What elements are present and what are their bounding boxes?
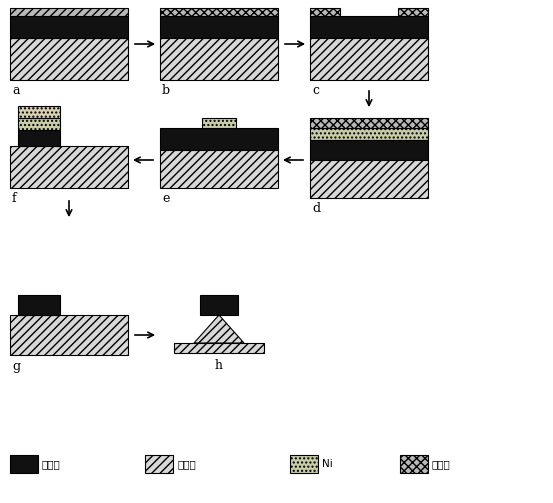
Bar — [400, 455, 428, 473]
Bar — [290, 455, 318, 473]
Text: d: d — [312, 202, 320, 215]
Bar — [18, 130, 60, 146]
Text: 氮化镓: 氮化镓 — [42, 459, 61, 469]
Polygon shape — [194, 315, 244, 343]
Bar — [310, 160, 428, 198]
Bar — [18, 106, 60, 118]
Bar — [10, 38, 128, 80]
Bar — [10, 146, 128, 188]
Bar — [398, 8, 428, 16]
Bar — [10, 8, 128, 16]
Text: 光刻胶: 光刻胶 — [432, 459, 451, 469]
Bar — [174, 343, 264, 353]
Text: Ni: Ni — [322, 459, 333, 469]
Bar — [10, 455, 38, 473]
Text: e: e — [162, 192, 169, 205]
Text: a: a — [12, 84, 19, 97]
Text: g: g — [12, 360, 20, 373]
Bar — [310, 118, 428, 128]
Bar — [310, 16, 428, 38]
Text: b: b — [162, 84, 170, 97]
Text: h: h — [215, 359, 223, 372]
Bar — [310, 8, 340, 16]
Bar — [202, 118, 236, 128]
Text: 硅衬底: 硅衬底 — [177, 459, 196, 469]
Bar — [10, 315, 128, 355]
Bar — [160, 128, 278, 150]
Bar — [160, 8, 278, 16]
Bar — [160, 38, 278, 80]
Text: f: f — [12, 192, 17, 205]
Bar — [310, 38, 428, 80]
Bar — [200, 295, 238, 315]
Bar — [18, 118, 60, 130]
Bar — [145, 455, 173, 473]
Bar — [18, 295, 60, 315]
Bar — [310, 140, 428, 160]
Text: c: c — [312, 84, 319, 97]
Bar — [160, 150, 278, 188]
Bar — [160, 16, 278, 38]
Bar — [10, 16, 128, 38]
Bar — [310, 128, 428, 140]
